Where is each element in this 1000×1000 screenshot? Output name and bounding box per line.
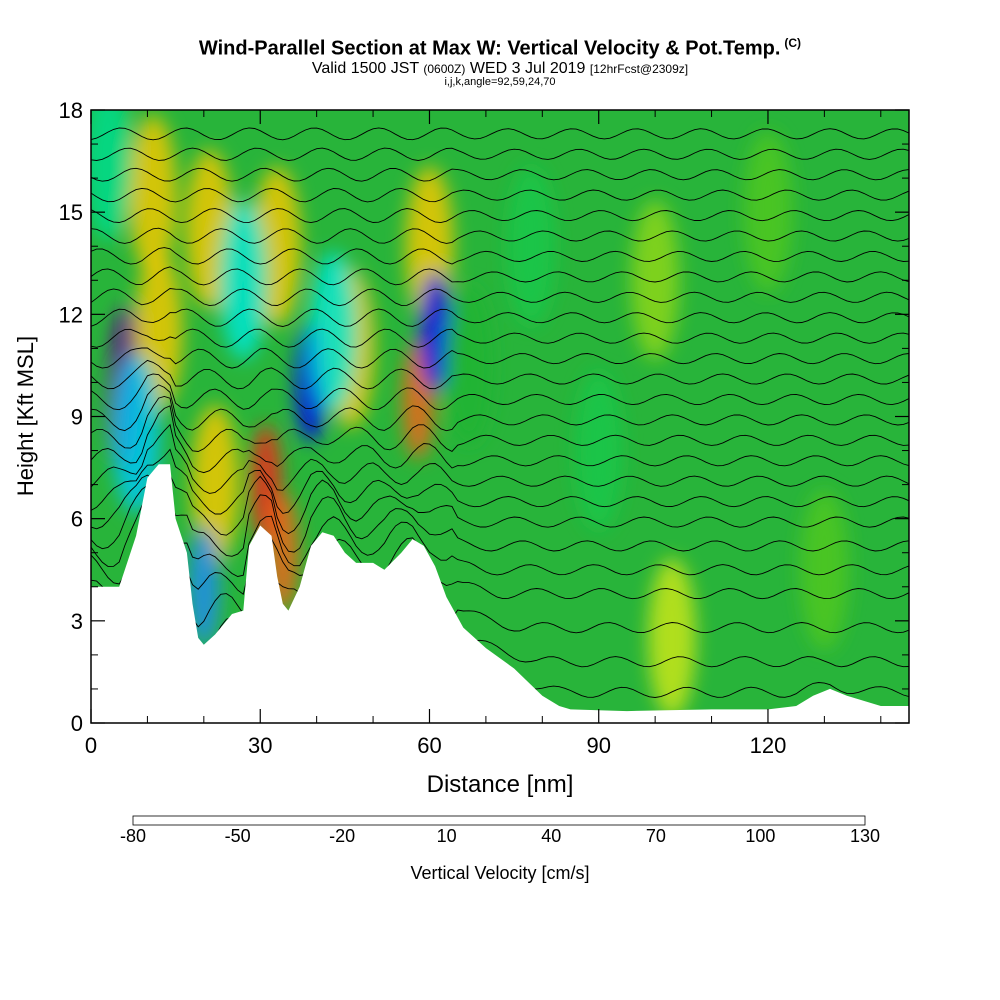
x-tick-label: 60 [417, 733, 441, 758]
theta-contour-line [91, 359, 909, 390]
colorbar-tick-label: 40 [541, 826, 562, 846]
y-tick-label: 6 [71, 507, 83, 532]
colorbar-tick-label: -80 [119, 826, 147, 846]
theta-contour-line [91, 308, 909, 327]
theta-contour-line [91, 247, 909, 265]
velocity-feature [574, 370, 623, 531]
velocity-feature [187, 526, 220, 647]
colorbar-frame [132, 815, 866, 826]
copyright-mark: (C) [784, 36, 802, 50]
theta-contour-line [91, 474, 909, 536]
y-tick-label: 9 [71, 405, 83, 430]
velocity-feature [129, 115, 178, 276]
velocity-feature [507, 166, 556, 327]
velocity-feature [631, 200, 680, 361]
y-tick-label: 15 [59, 200, 83, 225]
theta-contour-line [91, 147, 909, 161]
x-tick-label: 30 [248, 733, 272, 758]
velocity-feature [800, 489, 849, 650]
theta-contour-line [91, 208, 909, 224]
axes: 0 30 60 90 120 0 3 6 9 12 15 18 [59, 98, 909, 758]
theta-contours [91, 127, 909, 698]
y-tick-label: 18 [59, 98, 83, 123]
theta-contour-line [91, 266, 909, 286]
x-tick-label: 120 [750, 733, 787, 758]
theta-contour-line [91, 563, 909, 668]
theta-contour-line [91, 347, 909, 369]
y-tick-label: 0 [71, 711, 83, 736]
velocity-feature [444, 285, 493, 446]
colorbar-tick-label: 10 [436, 826, 457, 846]
theta-contour-line [91, 288, 909, 307]
theta-contour-line [91, 496, 909, 577]
y-tick-label: 3 [71, 609, 83, 634]
theta-contour-line [91, 536, 909, 634]
theta-contour-line [91, 127, 909, 141]
theta-contour-line [91, 227, 909, 244]
colorbar [132, 815, 866, 826]
y-tick-label: 12 [59, 302, 83, 327]
theta-contour-line [91, 423, 909, 494]
terrain-mask [91, 464, 909, 723]
colorbar-tick-label: 100 [745, 826, 776, 846]
theta-contour-line [91, 384, 909, 432]
theta-contour-line [91, 328, 909, 348]
theta-contour-line [91, 448, 909, 515]
x-tick-label: 0 [85, 733, 97, 758]
chart-subtitle: Valid 1500 JST (0600Z) WED 3 Jul 2019 [1… [311, 60, 689, 77]
velocity-feature [743, 132, 792, 293]
colorbar-tick-label: -20 [329, 826, 356, 846]
x-tick-label: 90 [586, 733, 610, 758]
x-axis-label: Distance [nm] [427, 771, 574, 798]
vertical-velocity-field [91, 110, 849, 718]
chart-indices: i,j,k,angle=92,59,24,70 [444, 76, 556, 88]
velocity-feature [309, 251, 358, 412]
theta-contour-line [91, 512, 909, 600]
theta-contour-line [91, 187, 909, 203]
theta-contour-line [91, 405, 909, 474]
colorbar-tick-label: 130 [849, 826, 881, 846]
theta-contour-line [91, 167, 909, 182]
velocity-feature [191, 404, 240, 565]
colorbar-tick-label: -50 [224, 826, 251, 846]
y-axis-label: Height [Kft MSL] [13, 336, 38, 496]
velocity-feature [419, 271, 452, 392]
chart-title: Wind-Parallel Section at Max W: Vertical… [198, 36, 802, 60]
theta-contour-line [91, 484, 909, 557]
velocity-feature [648, 557, 697, 718]
colorbar-title: Vertical Velocity [cm/s] [410, 863, 590, 883]
velocity-feature [91, 110, 132, 242]
theta-contour-line [91, 396, 909, 452]
colorbar-tick-label: 70 [645, 826, 666, 846]
theta-contour-line [91, 373, 909, 411]
